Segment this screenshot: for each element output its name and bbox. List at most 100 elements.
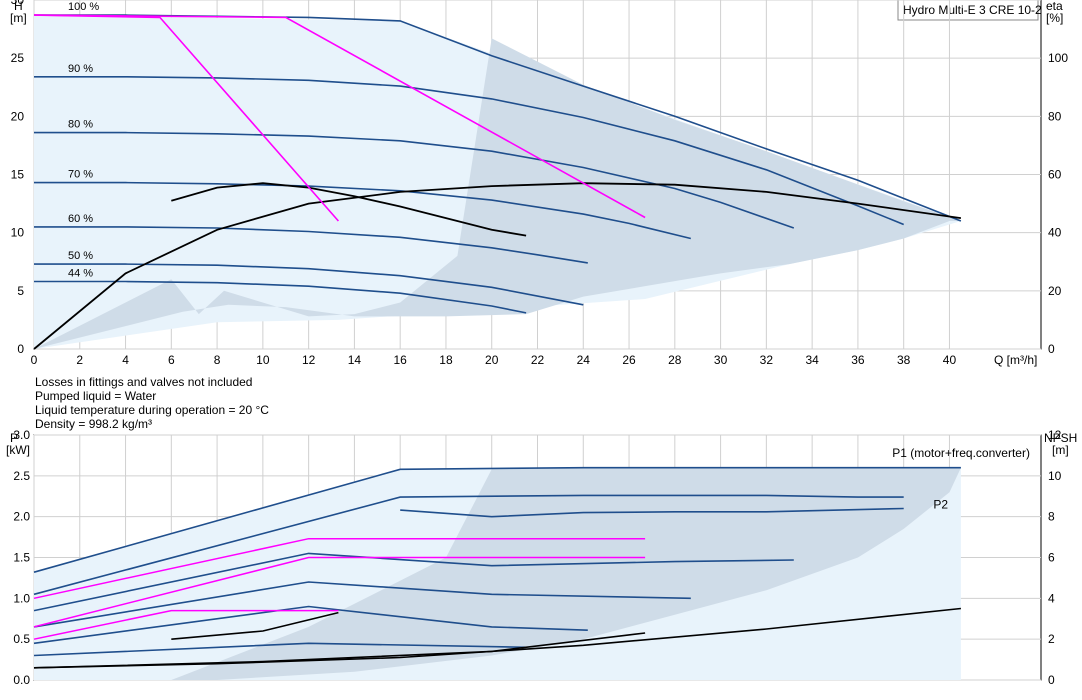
npsh-curve [171, 611, 339, 640]
p1-label: P1 (motor+freq.converter) [892, 446, 1030, 460]
p-tick-label: 1.5 [13, 551, 30, 565]
speed-label: 44 % [68, 268, 93, 280]
power-curve [400, 507, 904, 518]
y-tick-label: 5 [17, 284, 24, 298]
x-tick-label: 2 [76, 353, 83, 367]
x-tick-label: 16 [394, 353, 408, 367]
power-curve [33, 642, 527, 657]
x-tick-label: 28 [668, 353, 682, 367]
qh-curve [34, 263, 584, 306]
x-tick-label: 20 [485, 353, 499, 367]
x-tick-label: 6 [168, 353, 175, 367]
qh-curve [34, 131, 795, 229]
speed-label: 70 % [68, 169, 93, 181]
speed-label: 50 % [68, 250, 93, 262]
note-density: Density = 998.2 kg/m³ [35, 417, 153, 431]
qh-curve [34, 280, 527, 314]
x-tick-label: 26 [622, 353, 636, 367]
x-tick-label: 12 [302, 353, 316, 367]
top-y2label: eta [%] [1046, 0, 1063, 25]
qh-curve [34, 76, 905, 226]
y-tick-label: 20 [11, 109, 25, 123]
p-tick-label: 2.0 [13, 510, 30, 524]
x-tick-label: 14 [348, 353, 362, 367]
bottom-series-labels: P1 (motor+freq.converter) P2 [892, 446, 1030, 511]
bottom-ticks: 0.0 0.5 1.0 1.5 2.0 2.5 3.0 0 2 4 6 8 10 12 [13, 428, 1061, 687]
y2-tick-label: 20 [1048, 284, 1062, 298]
speed-label: 90 % [68, 63, 93, 75]
x-tick-label: 38 [897, 353, 911, 367]
efficiency-curve [171, 182, 527, 237]
p-tick-label: 2.5 [13, 469, 30, 483]
speed-labels: 100 % 90 % 80 % 70 % 60 % 50 % 44 % [68, 1, 99, 279]
x-tick-label: 30 [714, 353, 728, 367]
npsh-tick-label: 0 [1048, 673, 1055, 687]
power-system-curve [33, 609, 339, 640]
x-tick-label: 22 [531, 353, 545, 367]
y2-tick-label: 100 [1048, 51, 1068, 65]
y-tick-label: 25 [11, 51, 25, 65]
y-tick-label: 15 [11, 168, 25, 182]
p-tick-label: 1.0 [13, 591, 30, 605]
npsh-tick-label: 12 [1048, 428, 1062, 442]
power-curve [33, 605, 588, 645]
y-tick-label: 30 [11, 0, 25, 7]
top-ticks: 0 2 4 6 8 10 12 14 16 18 20 22 24 26 28 30 32 34 36 38 40051… [11, 0, 1069, 367]
system-curve [33, 14, 646, 219]
npsh-tick-label: 10 [1048, 469, 1062, 483]
x-tick-label: 36 [851, 353, 865, 367]
chart-notes: Losses in fittings and valves not includ… [35, 375, 269, 431]
top-ylabel: H [m] [10, 0, 27, 25]
x-tick-label: 32 [760, 353, 774, 367]
power-curve [33, 581, 691, 628]
x-tick-label: 24 [577, 353, 591, 367]
note-liquid: Pumped liquid = Water [35, 389, 157, 403]
x-tick-label: 0 [31, 353, 38, 367]
power-curve [33, 466, 961, 573]
operating-region-shaded [34, 38, 961, 350]
x-tick-label: 10 [256, 353, 270, 367]
npsh-tick-label: 4 [1048, 591, 1055, 605]
npsh-curve [33, 632, 646, 669]
note-temperature: Liquid temperature during operation = 20… [35, 403, 269, 417]
qh-curve [34, 226, 588, 264]
power-system-curve [33, 556, 646, 628]
top-xlabel: Q [m³/h] [994, 353, 1037, 367]
x-tick-label: 4 [122, 353, 129, 367]
bottom-operating-region [34, 467, 961, 680]
power-curve [33, 494, 904, 596]
y2-tick-label: 0 [1048, 342, 1055, 356]
speed-label: 80 % [68, 119, 93, 131]
npsh-tick-label: 8 [1048, 510, 1055, 524]
note-losses: Losses in fittings and valves not includ… [35, 375, 253, 389]
x-tick-label: 18 [439, 353, 453, 367]
power-region-shaded [125, 467, 961, 680]
bottom-ylabel: P [kW] [6, 431, 30, 457]
top-curves [33, 14, 962, 350]
bottom-curves [33, 466, 961, 669]
x-tick-label: 34 [805, 353, 819, 367]
speed-label: 100 % [68, 1, 99, 13]
p-tick-label: 0.5 [13, 632, 30, 646]
y-tick-label: 10 [11, 226, 25, 240]
y-tick-label: 0 [17, 342, 24, 356]
y2-tick-label: 80 [1048, 109, 1062, 123]
bottom-y2label: NPSH [m] [1044, 431, 1077, 457]
npsh-tick-label: 2 [1048, 632, 1055, 646]
speed-label: 60 % [68, 213, 93, 225]
y2-tick-label: 40 [1048, 226, 1062, 240]
power-curve [33, 552, 794, 612]
power-system-curve [33, 537, 646, 600]
npsh-tick-label: 6 [1048, 551, 1055, 565]
p-tick-label: 0.0 [13, 673, 30, 687]
top-chart-frame: Hydro Multi-E 3 CRE 10-2 H [m] eta [%] Q [… [10, 0, 1063, 367]
top-operating-region [34, 15, 961, 350]
p-tick-label: 3.0 [13, 428, 30, 442]
p2-label: P2 [933, 498, 948, 512]
y2-tick-label: 60 [1048, 168, 1062, 182]
chart-title-box [897, 0, 1039, 21]
x-tick-label: 8 [214, 353, 221, 367]
qh-curve [34, 181, 691, 240]
chart-title: Hydro Multi-E 3 CRE 10-2 [903, 3, 1042, 17]
